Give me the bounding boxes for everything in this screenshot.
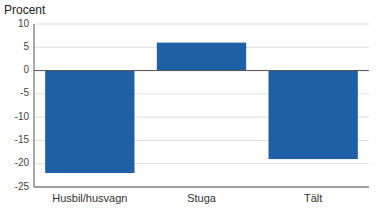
- y-tick-label: 5: [23, 41, 29, 52]
- bar: [45, 71, 134, 173]
- bar: [269, 71, 358, 159]
- y-tick-label: -10: [15, 111, 30, 122]
- y-tick-label: -15: [15, 134, 30, 145]
- chart-container: -25 -20 -15 -10 -5 0 5 10 Husbil/husvagn Stuga Täl…: [0, 0, 379, 211]
- x-tick-label: Tält: [304, 192, 322, 204]
- grid: [34, 24, 369, 187]
- grid-line: [34, 187, 369, 188]
- y-tick-label: 10: [18, 18, 30, 29]
- bars: [45, 43, 358, 173]
- y-tick-label: -20: [15, 157, 30, 168]
- grid-line: [34, 70, 369, 71]
- x-axis-line: [34, 187, 369, 188]
- y-tick-label: 0: [23, 64, 29, 75]
- x-tick-label: Husbil/husvagn: [52, 192, 127, 204]
- bar: [157, 43, 246, 71]
- y-tick-label: -5: [20, 87, 29, 98]
- y-tick-label: -25: [15, 181, 30, 192]
- chart: -25 -20 -15 -10 -5 0 5 10 Husbil/husvagn Stuga Täl…: [0, 0, 379, 211]
- y-axis-label: Procent: [4, 3, 46, 17]
- zero-line: [34, 70, 369, 71]
- grid-line: [34, 24, 369, 25]
- x-tick-label: Stuga: [187, 192, 217, 204]
- y-axis-line: [34, 24, 35, 187]
